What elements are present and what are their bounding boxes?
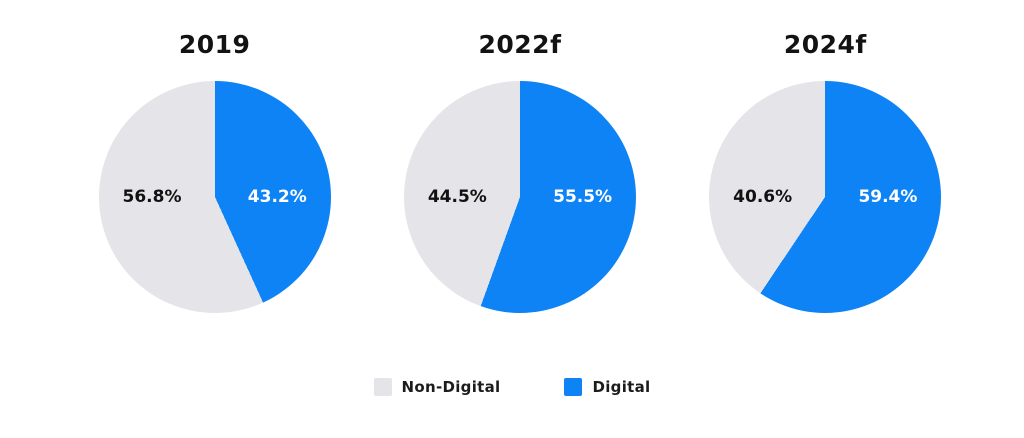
digital-percent-label: 55.5% bbox=[553, 187, 613, 207]
chart-title-2024f: 2024f bbox=[783, 30, 867, 59]
digital-swatch-icon bbox=[564, 378, 583, 396]
legend: Non-Digital Digital bbox=[0, 378, 1024, 396]
legend-item-digital: Digital bbox=[564, 378, 650, 396]
pie-chart-2022f: 2022f 44.5% 55.5% bbox=[367, 30, 672, 313]
chart-title-2019: 2019 bbox=[178, 30, 251, 59]
digital-percent-label: 43.2% bbox=[247, 187, 307, 207]
legend-label-non-digital: Non-Digital bbox=[401, 378, 501, 396]
pie-chart-2024f: 2024f 40.6% 59.4% bbox=[673, 30, 978, 313]
non-digital-percent-label: 56.8% bbox=[122, 187, 182, 207]
pie-chart-2019: 2019 56.8% 43.2% bbox=[62, 30, 367, 313]
non-digital-percent-label: 40.6% bbox=[733, 187, 793, 207]
charts-row: 2019 56.8% 43.2% 2022f 44.5% 55.5% 2024f… bbox=[0, 30, 1024, 313]
digital-percent-label: 59.4% bbox=[858, 187, 918, 207]
legend-label-digital: Digital bbox=[592, 378, 651, 396]
pie-2019: 56.8% 43.2% bbox=[98, 81, 331, 313]
legend-item-non-digital: Non-Digital bbox=[373, 378, 501, 396]
pie-2024f: 40.6% 59.4% bbox=[709, 81, 942, 313]
non-digital-percent-label: 44.5% bbox=[427, 187, 487, 207]
chart-title-2022f: 2022f bbox=[478, 30, 562, 59]
pie-2022f: 44.5% 55.5% bbox=[403, 81, 636, 313]
non-digital-swatch-icon bbox=[373, 378, 392, 396]
